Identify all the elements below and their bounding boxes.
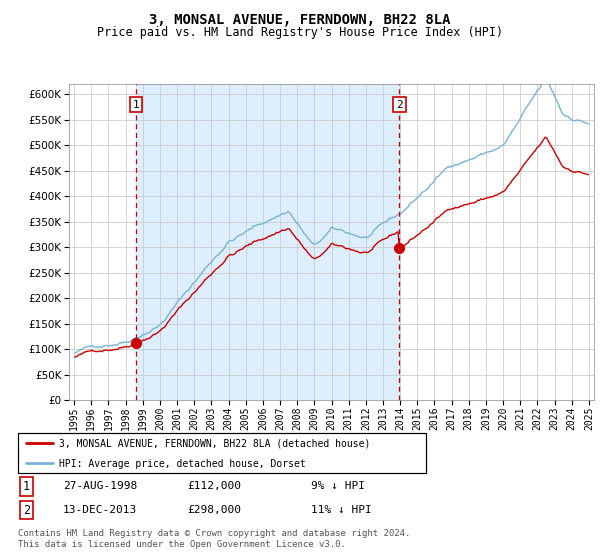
Text: 9% ↓ HPI: 9% ↓ HPI (311, 482, 365, 492)
Text: 2: 2 (396, 100, 403, 110)
Text: 1: 1 (23, 480, 30, 493)
Text: Contains HM Land Registry data © Crown copyright and database right 2024.
This d: Contains HM Land Registry data © Crown c… (18, 529, 410, 549)
Text: 3, MONSAL AVENUE, FERNDOWN, BH22 8LA (detached house): 3, MONSAL AVENUE, FERNDOWN, BH22 8LA (de… (59, 438, 370, 449)
Text: 13-DEC-2013: 13-DEC-2013 (63, 505, 137, 515)
Text: 2: 2 (23, 504, 30, 517)
Text: 11% ↓ HPI: 11% ↓ HPI (311, 505, 372, 515)
Text: HPI: Average price, detached house, Dorset: HPI: Average price, detached house, Dors… (59, 459, 305, 469)
Text: 1: 1 (133, 100, 140, 110)
Text: Price paid vs. HM Land Registry's House Price Index (HPI): Price paid vs. HM Land Registry's House … (97, 26, 503, 39)
Text: 3, MONSAL AVENUE, FERNDOWN, BH22 8LA: 3, MONSAL AVENUE, FERNDOWN, BH22 8LA (149, 13, 451, 27)
Text: £298,000: £298,000 (187, 505, 241, 515)
Bar (136, 84, 400, 400)
Text: 27-AUG-1998: 27-AUG-1998 (63, 482, 137, 492)
Text: £112,000: £112,000 (187, 482, 241, 492)
